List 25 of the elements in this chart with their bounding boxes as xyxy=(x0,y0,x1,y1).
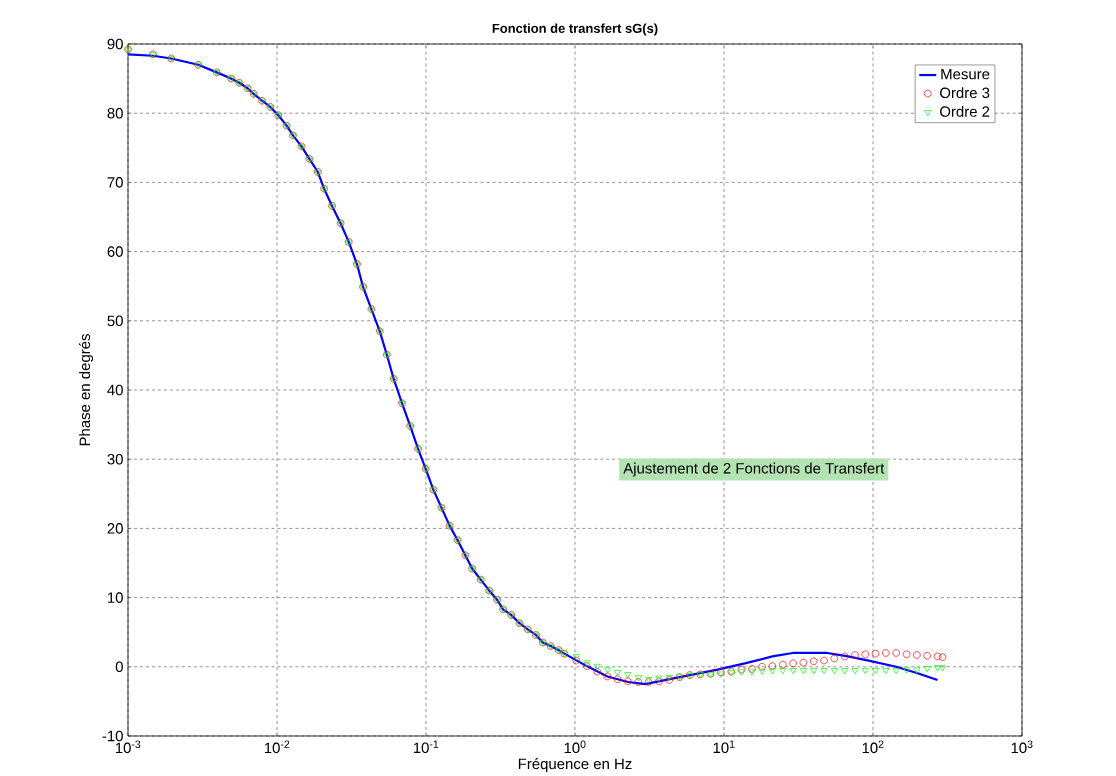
y-tick-label: 0 xyxy=(115,661,123,672)
legend-label: Ordre 3 xyxy=(940,86,990,98)
x-axis-title: Fréquence en Hz xyxy=(518,757,632,772)
legend-label: Ordre 2 xyxy=(940,105,990,117)
y-tick-label: 40 xyxy=(107,384,123,396)
y-tick-label: 60 xyxy=(107,246,123,257)
x-tick-label: 10$^{3}$ xyxy=(1011,740,1033,753)
x-tick-label: 10$^{0}$ xyxy=(564,740,586,753)
x-tick-label: 10$^{-2}$ xyxy=(264,740,290,753)
x-tick-label: 10$^{-3}$ xyxy=(115,740,141,753)
y-tick-label: 70 xyxy=(107,176,123,188)
y-tick-label: 90 xyxy=(107,38,123,50)
y-tick-label: 50 xyxy=(107,315,123,326)
x-tick-label: 10$^{1}$ xyxy=(713,740,735,753)
annotation: Ajustement de 2 Fonctions de Transfert xyxy=(623,462,885,477)
y-axis-title: Phase en degrés xyxy=(78,333,94,446)
chart-title: Fonction de transfert sG(s) xyxy=(492,23,658,36)
y-tick-label: 10 xyxy=(108,592,123,603)
y-tick-label: 80 xyxy=(107,107,123,119)
y-tick-label: 30 xyxy=(107,453,123,465)
y-tick-label: 20 xyxy=(107,522,123,534)
x-tick-label: 10$^{-1}$ xyxy=(413,740,439,753)
legend-label: Mesure xyxy=(941,68,990,80)
y-tick-label: -10 xyxy=(102,730,123,742)
x-tick-label: 10$^{2}$ xyxy=(862,740,884,753)
